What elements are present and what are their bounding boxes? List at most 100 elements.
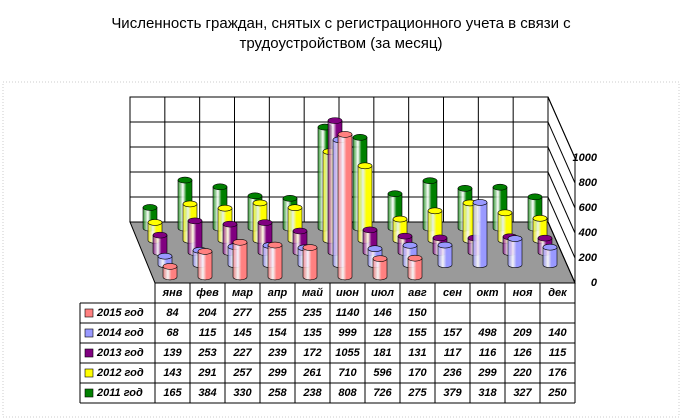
grid-line [547,96,576,159]
table-value: 239 [267,347,287,359]
legend-swatch [84,348,94,358]
cylinder-top [302,244,318,251]
cylinder [162,266,178,281]
cylinder-top [362,226,378,234]
x-tick-label: фев [196,287,219,299]
cylinder [197,251,213,281]
table-value: 227 [232,347,252,359]
cylinder-top [537,234,553,242]
cylinder-top [387,190,403,198]
table-value: 327 [513,387,532,399]
x-tick-label: авг [408,287,427,299]
cylinder-top [257,219,273,226]
cylinder-top [472,199,488,206]
x-tick-label: мар [232,287,253,299]
table-value: 220 [512,367,532,379]
table-value: 204 [197,307,216,319]
cylinder-top [292,227,308,235]
cylinder-top [327,117,343,124]
cylinder-top [147,219,163,226]
table-value: 291 [197,367,216,379]
cylinder-top [357,162,373,170]
legend-label: 2012 год [96,367,144,379]
table-value: 143 [163,367,181,379]
y-tick-label: 200 [578,252,598,264]
cylinder-top [532,215,548,222]
table-value: 384 [198,387,216,399]
x-tick-label: июл [371,287,394,299]
table-value: 236 [442,367,462,379]
legend-swatch [84,388,94,398]
table-value: 115 [199,327,217,339]
cylinder-top [542,243,558,251]
cylinder-top [352,134,368,141]
cylinder-top [212,183,228,191]
cylinder-top [177,176,193,184]
cylinder-top [162,263,178,270]
table-value: 165 [163,387,182,399]
x-tick-label: сен [443,287,462,299]
cylinder-top [372,255,388,262]
y-tick-label: 600 [579,202,598,214]
legend-swatch [84,308,94,318]
cylinder-top [187,217,203,225]
table-value: 238 [302,387,322,399]
table-value: 330 [233,387,252,399]
cylinder-top [497,209,513,217]
cylinder [372,258,388,281]
cylinder-top [367,245,383,252]
cylinder [542,246,558,268]
y-tick-label: 800 [579,177,598,189]
cylinder [232,241,248,281]
table-value: 250 [547,387,567,399]
table-value: 176 [548,367,567,379]
x-tick-label: июн [336,287,359,299]
legend-swatch [84,368,94,378]
table-value: 146 [373,307,392,319]
grid-line [547,196,576,259]
cylinder-top [407,254,423,262]
legend-label: 2015 год [96,307,144,319]
table-value: 209 [512,327,532,339]
cylinder-top [392,215,408,223]
table-value: 710 [338,367,357,379]
cylinder-top [232,238,248,246]
cylinder [507,238,523,268]
table-value: 68 [166,327,179,339]
table-value: 172 [303,347,321,359]
chart-title: Численность граждан, снятых с регистраци… [111,15,571,52]
table-value: 150 [408,307,427,319]
table-value: 999 [338,327,357,339]
grid-line [547,146,576,209]
x-tick-label: окт [476,287,498,299]
table-value: 235 [302,307,322,319]
table-value: 131 [408,347,426,359]
x-tick-label: апр [268,287,288,299]
table-value: 299 [477,367,497,379]
cylinder [472,202,488,268]
cylinder-top [157,252,173,260]
cylinder-top [427,207,443,215]
chart-border [2,81,680,418]
table-value: 181 [373,347,391,359]
table-value: 275 [407,387,427,399]
cylinder [302,247,318,281]
legend-swatch [84,328,94,338]
cylinder-top [527,193,543,201]
table-value: 498 [477,327,497,339]
table-value: 117 [444,347,462,359]
table-value: 1140 [336,307,361,319]
table-value: 128 [373,327,392,339]
x-tick-label: янв [162,287,183,299]
legend-label: 2014 год [96,327,144,339]
cylinder-top [402,242,418,249]
table-value: 126 [513,347,532,359]
cylinder-top [142,204,158,211]
cylinder-top [337,131,353,138]
y-tick-label: 0 [591,277,598,289]
table-value: 808 [338,387,357,399]
cylinder-top [397,232,413,240]
table-value: 170 [408,367,427,379]
table-value: 255 [267,307,287,319]
